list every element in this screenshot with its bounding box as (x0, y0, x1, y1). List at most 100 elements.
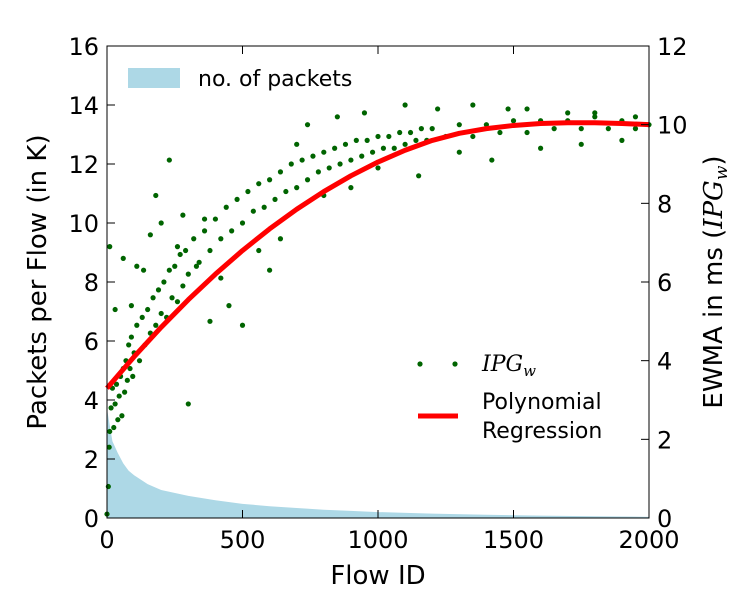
ipg-point-48 (223, 204, 229, 210)
ipg-point-143 (592, 110, 598, 116)
ipg-point-17 (126, 342, 132, 348)
ipg-point-142 (578, 141, 584, 147)
y2-tick-label-12: 12 (657, 33, 688, 61)
ipg-point-9 (115, 417, 121, 423)
ipg-point-120 (226, 303, 232, 309)
ipg-point-38 (177, 251, 183, 258)
ipg-point-137 (489, 157, 495, 163)
ipg-point-136 (470, 102, 476, 108)
ipg-point-92 (510, 118, 517, 124)
ipg-point-135 (456, 149, 462, 155)
ipg-point-129 (348, 185, 354, 191)
ipg-point-70 (342, 141, 349, 147)
ipg-point-12 (119, 413, 125, 419)
ipg-point-116 (193, 263, 200, 269)
y-tick-label-2: 2 (84, 446, 99, 474)
ipg-point-40 (182, 247, 189, 254)
ipg-point-112 (166, 157, 172, 163)
x-tick-label-500: 500 (220, 526, 266, 554)
y-tick-label-8: 8 (84, 269, 99, 297)
regression-line (105, 120, 650, 390)
ipg-point-104 (112, 306, 118, 313)
ipg-point-39 (180, 283, 186, 289)
ipg-point-79 (391, 145, 397, 151)
ipg-point-103 (107, 244, 113, 250)
legend-ipg: IPGw (417, 352, 536, 380)
legend-ipg-label: IPGw (481, 352, 536, 380)
ipg-point-20 (130, 373, 136, 379)
ipg-point-144 (619, 137, 625, 143)
x-tick-label-0: 0 (99, 526, 114, 554)
ipg-point-99 (605, 126, 611, 132)
ipg-point-113 (174, 244, 181, 250)
ipg-point-109 (147, 232, 153, 238)
legend-ipg-name: IPG (481, 352, 523, 377)
ipg-point-67 (326, 165, 332, 171)
ipg-point-63 (304, 177, 311, 183)
ipg-point-14 (122, 389, 128, 395)
ipg-point-111 (158, 220, 164, 226)
ipg-point-66 (321, 149, 327, 155)
y2-tick-label-4: 4 (657, 348, 672, 376)
ipg-point-35 (169, 295, 175, 301)
ipg-point-141 (565, 110, 571, 116)
ipg-point-73 (359, 153, 365, 159)
ipg-point-2 (106, 444, 112, 450)
ipg-point-23 (136, 358, 143, 364)
ipg-point-8 (113, 381, 120, 387)
ipg-point-117 (201, 216, 208, 222)
ipg-point-105 (120, 255, 126, 261)
ipg-point-41 (185, 271, 191, 277)
y2-tick-label-0: 0 (657, 505, 672, 533)
ipg-point-44 (201, 228, 208, 234)
legend-packets: no. of packets (128, 67, 352, 92)
legend-packets-label: no. of packets (198, 67, 352, 92)
packets-area (107, 408, 649, 518)
ipg-point-84 (418, 126, 424, 132)
ipg-point-56 (267, 177, 273, 183)
legend-regression-label-2: Regression (482, 419, 602, 444)
ipg-point-118 (207, 318, 213, 324)
ipg-point-49 (229, 228, 235, 234)
ipg-point-19 (128, 334, 134, 340)
ipg-point-97 (578, 126, 584, 132)
ipg-point-89 (470, 133, 476, 140)
ipg-point-36 (172, 263, 178, 269)
ipg-point-26 (145, 306, 151, 313)
ipg-point-37 (174, 299, 181, 305)
ipg-point-43 (196, 259, 202, 265)
ipg-point-32 (161, 279, 167, 285)
ipg-point-134 (435, 106, 441, 112)
ipg-point-42 (191, 236, 197, 242)
ipg-point-58 (277, 169, 284, 175)
ipg-point-65 (315, 169, 321, 175)
y2-tick-label-2: 2 (657, 426, 672, 454)
legend-ipg-sub: w (523, 362, 536, 380)
ipg-point-46 (212, 216, 218, 222)
ipg-point-122 (256, 247, 262, 254)
x-tick-label-2000: 2000 (618, 526, 679, 554)
ipg-point-54 (256, 181, 262, 187)
ipg-point-114 (180, 212, 186, 218)
ipg-point-82 (407, 129, 414, 136)
ipg-point-22 (134, 322, 140, 328)
ipg-point-138 (505, 106, 511, 112)
ipg-point-62 (299, 157, 305, 163)
legend-regression: Polynomial Regression (418, 390, 602, 444)
legend-ipg-marker-1 (417, 361, 423, 367)
y-tick-label-16: 16 (68, 33, 99, 61)
ipg-point-61 (294, 185, 300, 191)
ipg-point-124 (277, 236, 284, 242)
ipg-point-68 (332, 145, 338, 151)
ipg-point-98 (592, 114, 598, 120)
ipg-point-45 (207, 247, 213, 254)
ipg-point-80 (397, 129, 403, 136)
ipg-point-106 (128, 303, 134, 309)
ipg-point-47 (218, 236, 224, 242)
ipg-point-31 (158, 310, 164, 317)
ipg-point-4 (108, 405, 114, 411)
y-tick-label-6: 6 (84, 328, 99, 356)
ipg-point-6 (111, 424, 117, 431)
ipg-point-52 (245, 188, 251, 195)
